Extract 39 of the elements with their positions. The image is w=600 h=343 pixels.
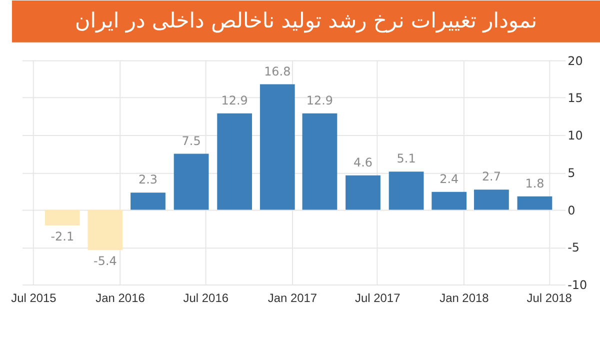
- y-tick-label: -5: [568, 240, 580, 255]
- bar: [260, 84, 295, 210]
- bar: [346, 175, 380, 210]
- bar: [302, 113, 338, 210]
- chart-title: نمودار تغییرات نرخ رشد تولید ناخالص داخلی در ایران: [74, 8, 538, 34]
- y-tick-label: 10: [568, 128, 583, 143]
- data-label: 1.8: [525, 176, 544, 190]
- bar: [44, 210, 80, 226]
- y-tick-label: 0: [568, 203, 576, 218]
- y-tick-label: 20: [568, 54, 583, 68]
- bar: [174, 154, 209, 210]
- x-tick-label: Jan 2017: [268, 291, 318, 305]
- data-label: 12.9: [306, 93, 334, 108]
- data-label: 2.7: [482, 170, 501, 184]
- x-tick-label: Jul 2018: [526, 291, 572, 305]
- data-label: 16.8: [264, 64, 291, 78]
- data-label: -5.4: [94, 254, 117, 268]
- data-label: 2.4: [440, 172, 459, 186]
- data-label: 5.1: [396, 152, 416, 166]
- bar: [474, 190, 509, 210]
- data-label: 12.9: [221, 93, 248, 108]
- bar: [517, 196, 552, 210]
- data-label: -2.1: [50, 229, 74, 244]
- data-label: 7.5: [182, 134, 201, 148]
- bar: [388, 172, 424, 210]
- bar: [432, 192, 467, 210]
- x-tick-label: Jul 2017: [355, 291, 401, 305]
- y-tick-label: 15: [568, 91, 583, 106]
- y-tick-label: 5: [568, 166, 576, 180]
- bar: [217, 113, 252, 210]
- bar: [88, 210, 123, 250]
- x-tick-label: Jul 2015: [11, 291, 57, 305]
- x-tick-label: Jul 2016: [183, 291, 229, 305]
- data-label: 4.6: [354, 155, 373, 170]
- x-tick-label: Jan 2016: [96, 291, 146, 305]
- y-tick-label: -10: [568, 278, 588, 292]
- data-label: 2.3: [138, 172, 158, 187]
- bar: [130, 192, 166, 210]
- x-tick-label: Jan 2018: [440, 291, 490, 305]
